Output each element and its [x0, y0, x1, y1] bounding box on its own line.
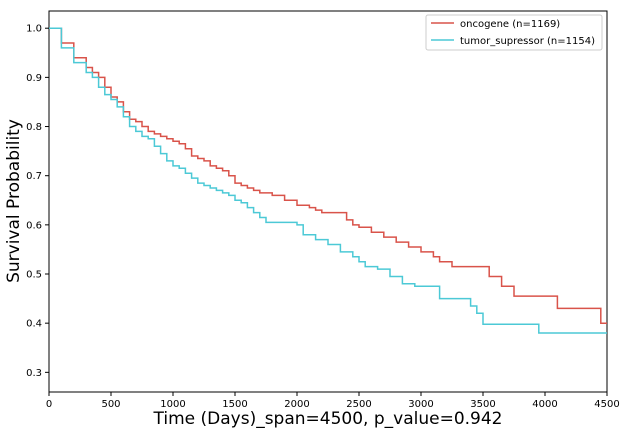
legend: oncogene (n=1169) tumor_supressor (n=115…: [425, 14, 603, 51]
x-tick-label: 3000: [408, 399, 433, 410]
legend-label-oncogene: oncogene (n=1169): [460, 19, 560, 30]
plot-area: [48, 10, 608, 393]
x-axis-ticks: 0 500 1000 1500 2000 2500 3000 3500 4000 4500: [46, 392, 620, 410]
x-tick-label: 4500: [594, 399, 619, 410]
survival-curves: [49, 27, 607, 334]
series-line-tumor-supressor: [49, 27, 607, 334]
legend-label-tumor-supressor: tumor_supressor (n=1154): [460, 36, 595, 47]
y-axis-ticks: 0.3 0.4 0.5 0.6 0.7 0.8 0.9 1.0: [26, 24, 49, 379]
x-tick-label: 2500: [346, 399, 371, 410]
x-tick-label: 3500: [470, 399, 495, 410]
y-tick-label: 1.0: [26, 24, 42, 35]
x-tick-label: 2000: [284, 399, 309, 410]
x-axis-label: Time (Days)_span=4500, p_value=0.942: [153, 409, 503, 429]
y-tick-label: 0.8: [26, 122, 42, 133]
y-tick-label: 0.5: [26, 270, 42, 281]
legend-box: [425, 14, 603, 51]
y-tick-label: 0.3: [26, 368, 42, 379]
axes-frame: [48, 10, 608, 393]
y-axis-label: Survival Probability: [4, 119, 24, 283]
y-tick-label: 0.7: [26, 171, 42, 182]
x-tick-label: 1000: [160, 399, 185, 410]
y-tick-label: 0.9: [26, 73, 42, 84]
x-tick-label: 0: [46, 399, 52, 410]
y-tick-label: 0.6: [26, 220, 42, 231]
x-tick-label: 4000: [532, 399, 557, 410]
series-line-oncogene: [49, 27, 607, 324]
x-tick-label: 1500: [222, 399, 247, 410]
x-tick-label: 500: [101, 399, 120, 410]
y-tick-label: 0.4: [26, 319, 42, 330]
